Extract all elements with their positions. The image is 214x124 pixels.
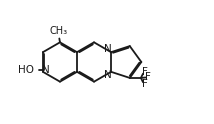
Text: N: N xyxy=(104,44,112,54)
Text: F: F xyxy=(142,79,148,89)
Text: HO: HO xyxy=(18,65,34,75)
Text: N: N xyxy=(104,70,112,80)
Text: N: N xyxy=(42,65,50,75)
Text: F: F xyxy=(145,73,151,82)
Text: CH₃: CH₃ xyxy=(50,26,68,36)
Text: F: F xyxy=(142,67,148,77)
